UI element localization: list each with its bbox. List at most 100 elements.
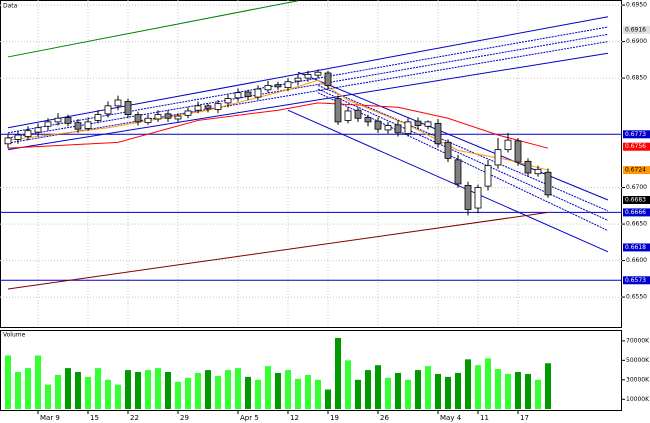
chart-title: Data <box>3 3 18 10</box>
price-label-box <box>623 276 650 285</box>
volume-bar <box>385 377 391 409</box>
candle-body <box>4 137 12 145</box>
candle-body <box>164 113 172 119</box>
volume-bar <box>55 374 61 409</box>
trend-line <box>317 92 609 232</box>
volume-bar <box>545 363 551 409</box>
volume-bar <box>45 384 51 409</box>
price-label-box <box>623 243 650 252</box>
candle-body <box>184 110 192 116</box>
volume-bar <box>345 360 351 409</box>
trend-line <box>7 52 609 151</box>
price-label: 0.6618 <box>625 244 646 251</box>
volume-bar <box>235 368 241 409</box>
volume-bar <box>155 368 161 409</box>
volume-bar <box>495 369 501 409</box>
volume-tick-label: 70000K <box>626 337 650 344</box>
candle-body <box>224 98 232 104</box>
candle-body <box>94 114 102 121</box>
candle-body <box>484 165 492 187</box>
volume-bar <box>535 379 541 409</box>
volume-bar <box>175 381 181 409</box>
volume-bar <box>405 379 411 409</box>
volume-bar <box>25 368 31 409</box>
candle-body <box>84 121 92 129</box>
volume-tick-label: 10000K <box>626 396 650 403</box>
x-tick-label: 29 <box>180 414 189 422</box>
trend-line <box>7 0 299 58</box>
candle-body <box>414 120 422 126</box>
candle-body <box>34 127 42 133</box>
price-label: 0.6724 <box>625 167 646 174</box>
candle-body <box>364 117 372 123</box>
x-tick-label: 17 <box>520 414 529 422</box>
candle-body <box>444 141 452 159</box>
candle-body <box>354 109 362 119</box>
trend-line <box>297 71 609 201</box>
candle-body <box>24 130 32 137</box>
volume-bar <box>325 389 331 409</box>
trend-line <box>317 84 609 212</box>
volume-bar <box>15 372 21 409</box>
price-label-box <box>623 195 650 204</box>
trend-line <box>7 41 609 144</box>
candle-body <box>214 103 222 110</box>
volume-title: Volume <box>3 332 26 339</box>
volume-bar <box>415 370 421 409</box>
trend-line <box>7 211 549 290</box>
candle-body <box>194 105 202 111</box>
trend-line <box>7 102 549 149</box>
volume-bar <box>165 372 171 409</box>
volume-bar <box>295 378 301 409</box>
volume-bar <box>525 373 531 409</box>
candle-body <box>174 115 182 120</box>
y-tick-label: 0.6650 <box>626 221 647 228</box>
volume-bar <box>265 366 271 409</box>
candle-body <box>434 122 442 145</box>
volume-bar <box>285 370 291 409</box>
volume-bar <box>425 366 431 409</box>
y-tick-label: 0.6850 <box>626 75 647 82</box>
volume-tick-label: 30000K <box>626 376 650 383</box>
volume-bar <box>395 372 401 409</box>
trend-line <box>7 33 609 139</box>
x-tick-label: 26 <box>380 414 389 422</box>
candle-body <box>474 187 482 209</box>
volume-bar <box>455 372 461 409</box>
price-label: 0.6773 <box>625 131 646 138</box>
candle-body <box>14 134 22 140</box>
y-tick-label: 0.6550 <box>626 294 647 301</box>
volume-bar <box>145 370 151 409</box>
candle-body <box>124 101 132 115</box>
candle-body <box>544 171 552 196</box>
volume-bar <box>245 376 251 409</box>
candle-body <box>344 110 352 121</box>
y-tick-label: 0.6600 <box>626 257 647 264</box>
candle-body <box>334 98 342 123</box>
price-label-box <box>623 25 650 34</box>
candle-body <box>274 84 282 88</box>
volume-bar <box>365 370 371 409</box>
volume-bar <box>435 373 441 409</box>
volume-bar <box>335 337 341 409</box>
y-tick-label: 0.6700 <box>626 184 647 191</box>
candle-body <box>424 121 432 127</box>
volume-bar <box>475 365 481 409</box>
volume-bar <box>135 372 141 409</box>
volume-bar <box>505 373 511 409</box>
trend-line <box>287 109 609 253</box>
price-label: 0.6916 <box>625 26 646 33</box>
volume-bar <box>185 377 191 409</box>
x-tick-label: 22 <box>130 414 139 422</box>
volume-bar <box>85 376 91 409</box>
volume-bar <box>5 355 11 409</box>
candle-body <box>404 121 412 134</box>
y-tick-label: 0.6900 <box>626 38 647 45</box>
volume-bar <box>75 372 81 409</box>
volume-bar <box>315 379 321 409</box>
volume-bar <box>255 379 261 409</box>
volume-bar <box>375 365 381 409</box>
candle-body <box>204 105 212 110</box>
candle-body <box>144 117 152 124</box>
